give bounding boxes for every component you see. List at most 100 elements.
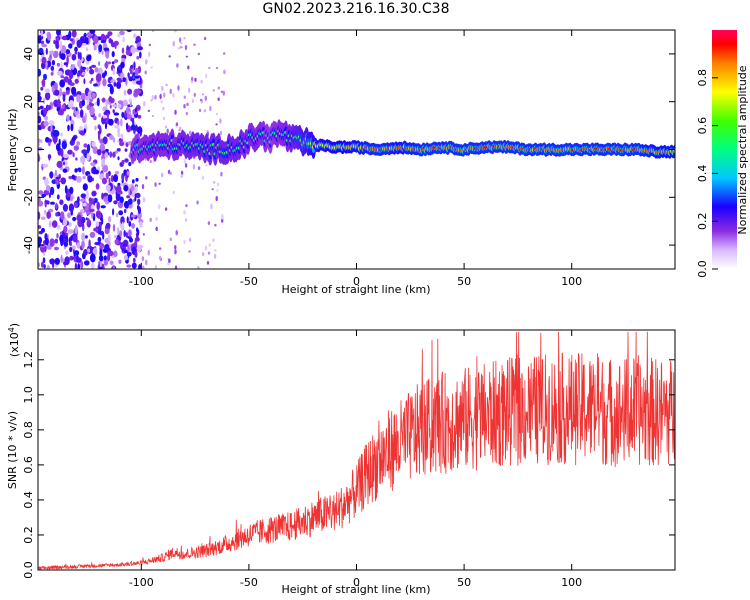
spectrogram-noise-cell bbox=[148, 43, 152, 47]
spectrogram-noise-cell bbox=[38, 211, 41, 221]
spectrogram-noise-cell bbox=[70, 64, 75, 70]
spectrogram-noise-cell bbox=[126, 30, 132, 33]
spectrogram-noise-cell bbox=[79, 130, 85, 136]
spectrogram-y-tick-label: 0 bbox=[22, 146, 35, 153]
spectrogram-noise-cell bbox=[93, 35, 99, 44]
spectrogram-noise-cell bbox=[71, 136, 77, 141]
spectrogram-noise-cell bbox=[185, 204, 188, 208]
spectrogram-noise-cell bbox=[48, 192, 52, 199]
spectrogram-noise-cell bbox=[165, 83, 168, 87]
spectrogram-noise-cell bbox=[72, 216, 77, 222]
spectrogram-noise-cell bbox=[169, 88, 172, 94]
spectrogram-noise-cell bbox=[154, 264, 157, 269]
spectrogram-noise-cell bbox=[46, 264, 50, 269]
spectrogram-noise-cell bbox=[117, 182, 121, 187]
spectrogram-noise-cell bbox=[56, 194, 60, 200]
spectrogram-noise-cell bbox=[56, 160, 63, 168]
spectrogram-noise-cell bbox=[66, 114, 70, 122]
spectrogram-noise-cell bbox=[105, 34, 110, 39]
spectrogram-noise-cell bbox=[105, 99, 108, 108]
spectrogram-noise-cell bbox=[128, 204, 133, 209]
spectrogram-noise-cell bbox=[123, 255, 129, 261]
spectrogram-noise-cell bbox=[95, 221, 100, 227]
spectrogram-noise-cell bbox=[54, 257, 60, 265]
spectrogram-noise-cell bbox=[112, 266, 115, 269]
spectrogram-noise-cell bbox=[132, 80, 138, 85]
spectrogram-noise-cell bbox=[219, 130, 223, 136]
spectrogram-x-axis-label: Height of straight line (km) bbox=[281, 283, 430, 296]
spectrogram-noise-cell bbox=[51, 60, 56, 66]
spectrogram-noise-cell bbox=[154, 182, 157, 187]
spectrogram-noise-cell bbox=[38, 230, 43, 235]
spectrogram-noise-cell bbox=[107, 233, 111, 242]
spectrogram-noise-cell bbox=[114, 43, 117, 49]
spectrogram-noise-cell bbox=[38, 106, 41, 111]
spectrogram-noise-cell bbox=[104, 227, 110, 235]
spectrogram-noise-cell bbox=[194, 77, 197, 82]
spectrogram-noise-cell bbox=[76, 94, 81, 103]
spectrogram-noise-cell bbox=[84, 37, 89, 42]
snr-y-multiplier: (x104) bbox=[7, 323, 21, 357]
spectrogram-noise-cell bbox=[59, 235, 64, 243]
spectrogram-noise-cell bbox=[94, 169, 100, 174]
spectrogram-noise-cell bbox=[190, 80, 194, 84]
spectrogram-noise-cell bbox=[130, 65, 134, 69]
spectrogram-noise-cell bbox=[183, 36, 186, 40]
spectrogram-noise-cell bbox=[134, 75, 140, 79]
spectrogram-noise-cell bbox=[155, 216, 158, 222]
spectrogram-noise-cell bbox=[212, 238, 215, 243]
spectrogram-noise-cell bbox=[71, 174, 76, 180]
spectrogram-noise-cell bbox=[69, 116, 72, 121]
spectrogram-noise-cell bbox=[126, 216, 129, 224]
spectrogram-noise-cell bbox=[53, 39, 56, 45]
spectrogram-noise-cell bbox=[129, 237, 133, 243]
spectrogram-noise-cell bbox=[64, 185, 68, 194]
spectrogram-noise-cell bbox=[62, 93, 66, 102]
spectrogram-noise-cell bbox=[136, 227, 139, 233]
snr-x-tick-label: 100 bbox=[561, 576, 582, 589]
spectrogram-noise-cell bbox=[99, 249, 103, 257]
spectrogram-noise-cell bbox=[215, 123, 218, 126]
spectrogram-noise-cell bbox=[101, 50, 104, 55]
snr-y-tick-label: 0.0 bbox=[22, 561, 35, 579]
spectrogram-noise-cell bbox=[126, 252, 132, 257]
spectrogram-noise-cell bbox=[38, 225, 42, 229]
spectrogram-noise-cell bbox=[162, 116, 166, 121]
spectrogram-noise-cell bbox=[137, 126, 143, 135]
spectrogram-noise-cell bbox=[128, 221, 132, 227]
spectrogram-noise-cell bbox=[108, 177, 111, 184]
spectrogram-noise-cell bbox=[126, 195, 131, 199]
snr-series-line bbox=[38, 331, 675, 570]
spectrogram-noise-cell bbox=[80, 92, 86, 102]
spectrogram-noise-cell bbox=[113, 174, 119, 183]
spectrogram-noise-cell bbox=[135, 185, 138, 193]
spectrogram-noise-cell bbox=[109, 104, 112, 109]
spectrogram-noise-cell bbox=[72, 152, 75, 158]
spectrogram-noise-cell bbox=[67, 212, 71, 219]
spectrogram-noise-cell bbox=[180, 175, 183, 178]
spectrogram-noise-cell bbox=[161, 86, 164, 91]
spectrogram-noise-cell bbox=[162, 106, 165, 111]
spectrogram-noise-cell bbox=[124, 148, 128, 152]
spectrogram-noise-cell bbox=[116, 81, 122, 89]
spectrogram-noise-cell bbox=[198, 108, 202, 112]
spectrogram-noise-cell bbox=[63, 241, 69, 247]
spectrogram-noise-cell bbox=[69, 246, 73, 253]
spectrogram-noise-cell bbox=[172, 40, 175, 47]
spectrogram-noise-cell bbox=[41, 193, 47, 198]
spectrogram-noise-cell bbox=[43, 97, 46, 105]
spectrogram-noise-cell bbox=[96, 201, 100, 211]
spectrogram-noise-cell bbox=[114, 124, 120, 129]
spectrogram-noise-cell bbox=[184, 218, 188, 222]
spectrogram-noise-cell bbox=[127, 72, 130, 78]
spectrogram-noise-cell bbox=[98, 44, 103, 53]
spectrogram-noise-cell bbox=[216, 182, 220, 187]
spectrogram-noise-cell bbox=[120, 133, 124, 140]
spectrogram-noise-cell bbox=[163, 92, 166, 98]
spectrogram-noise-cell bbox=[93, 227, 99, 232]
spectrogram-noise-cell bbox=[89, 68, 95, 75]
spectrogram-noise-cell bbox=[69, 255, 74, 261]
spectrogram-noise-cell bbox=[100, 40, 107, 44]
spectrogram-noise-cell bbox=[62, 161, 66, 165]
spectrogram-noise-cell bbox=[93, 45, 97, 51]
